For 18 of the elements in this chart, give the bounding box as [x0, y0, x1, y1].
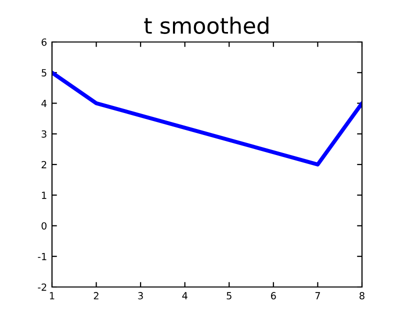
y-tick-label: 0 [42, 222, 46, 230]
chart-title: t smoothed [144, 16, 268, 34]
y-tick-label: 4 [41, 100, 47, 107]
y-tick-label: -2 [38, 283, 46, 291]
y-tick-label: 6 [42, 38, 47, 46]
x-tick-label: 4 [182, 292, 188, 300]
x-tick-label: 7 [315, 292, 320, 300]
y-tick-label: 5 [42, 69, 46, 76]
y-tick-label: 1 [42, 192, 46, 199]
x-tick-label: 3 [138, 292, 143, 300]
x-tick-label: 2 [94, 292, 98, 300]
x-tick-label: 6 [271, 292, 276, 300]
x-tick-label: 1 [50, 292, 54, 300]
y-tick-label: -1 [38, 252, 46, 260]
y-tick-label: 3 [42, 130, 46, 138]
x-tick-label: 5 [226, 292, 232, 300]
y-tick-label: 2 [42, 160, 46, 168]
x-tick-label: 8 [360, 292, 364, 300]
